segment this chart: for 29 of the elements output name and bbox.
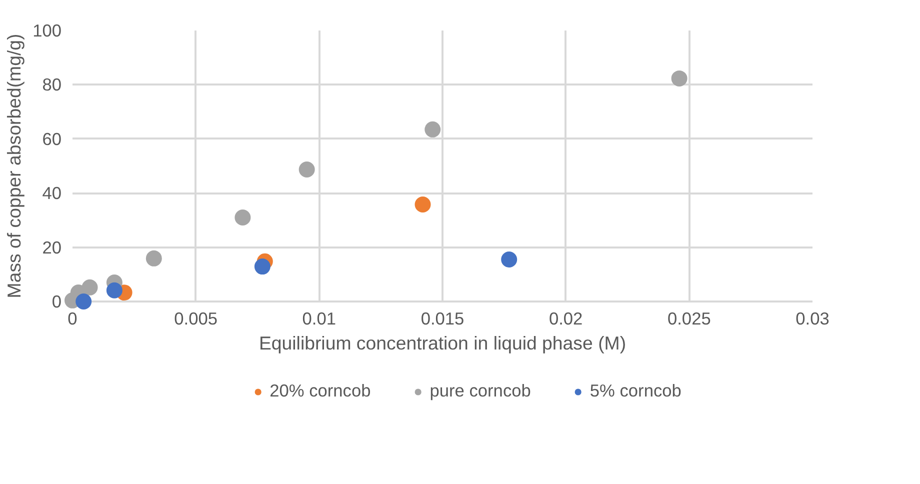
y-tick-label: 40 (42, 183, 62, 204)
point (414, 196, 431, 212)
point (234, 210, 251, 226)
x-tick-label: 0.025 (667, 308, 711, 328)
point (82, 279, 98, 296)
point (254, 258, 270, 275)
point (424, 121, 441, 138)
legend-label: pure corncob (430, 380, 531, 402)
x-tick-label: 0.005 (174, 308, 218, 328)
point (146, 250, 162, 266)
y-tick-label: 60 (42, 128, 62, 149)
point (106, 282, 122, 298)
legend-label: 20% corncob (270, 380, 371, 402)
y-tick-label: 100 (32, 20, 62, 40)
point (298, 162, 315, 178)
x-tick-label: 0.015 (420, 308, 464, 328)
y-tick-label: 80 (42, 74, 62, 95)
x-tick-label: 0.01 (302, 308, 336, 328)
x-tick-label: 0.02 (548, 308, 583, 328)
x-tick-label: 0 (68, 308, 78, 328)
y-tick-label: 0 (52, 292, 62, 312)
x-axis-title: Equilibrium concentration in liquid phase (M) (258, 332, 626, 354)
point (501, 252, 518, 268)
y-axis-title: Mass of copper absorbed(mg/g) (4, 34, 25, 298)
point (671, 70, 688, 86)
point (76, 294, 92, 310)
legend-label: 5% corncob (590, 380, 682, 402)
x-tick-label: 0.03 (796, 308, 830, 328)
y-tick-label: 20 (42, 237, 62, 258)
